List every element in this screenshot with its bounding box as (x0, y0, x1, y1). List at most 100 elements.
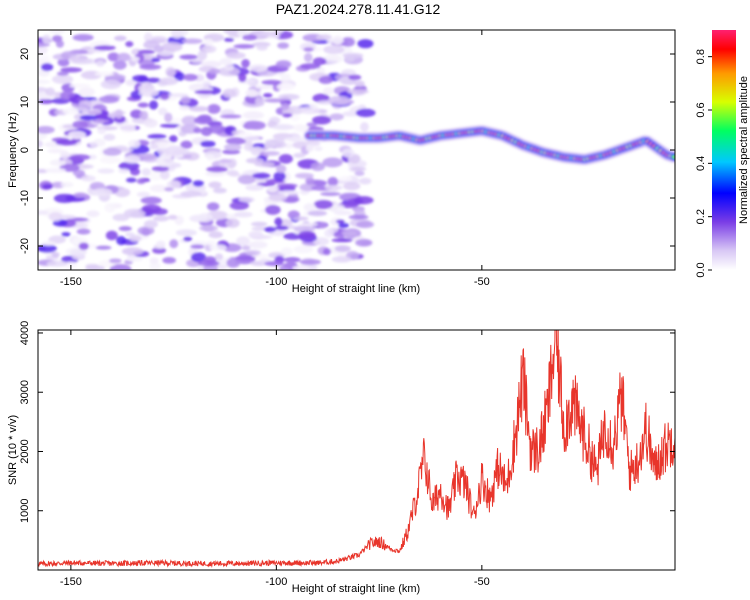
noise-blob (100, 79, 122, 90)
noise-blob (45, 87, 56, 96)
y-tick-label: -20 (19, 238, 31, 254)
noise-blob (245, 249, 261, 256)
noise-blob (340, 37, 356, 47)
snr-series-line (38, 330, 675, 569)
noise-blob (190, 244, 205, 249)
noise-blob (326, 38, 345, 44)
noise-blob (214, 253, 224, 261)
ridge-core (671, 155, 675, 159)
noise-blob (341, 148, 355, 158)
noise-blob (104, 202, 116, 213)
noise-blob (141, 228, 151, 236)
noise-blob (219, 158, 232, 163)
noise-blob (263, 151, 281, 156)
noise-blob (225, 218, 240, 228)
noise-blob (228, 172, 241, 177)
noise-blob (281, 247, 293, 256)
noise-blob (324, 185, 343, 191)
noise-blob (223, 30, 239, 35)
noise-blob (165, 145, 186, 156)
noise-blob (303, 203, 316, 212)
noise-blob (131, 56, 140, 62)
noise-blob (284, 142, 293, 149)
noise-blob (85, 265, 105, 270)
y-tick-label: 1000 (19, 498, 31, 522)
noise-blob (245, 88, 258, 98)
noise-blob (113, 60, 127, 70)
noise-blob (97, 168, 115, 174)
noise-blob (56, 71, 69, 76)
noise-blob (323, 86, 335, 95)
noise-blob (275, 164, 287, 174)
noise-blob (86, 210, 100, 218)
noise-blob (312, 57, 327, 66)
noise-blob (265, 204, 281, 215)
noise-blob (218, 66, 240, 77)
noise-blob (238, 196, 255, 203)
snr-frame (37, 329, 676, 571)
noise-blob (299, 63, 321, 70)
noise-blob (136, 191, 151, 198)
noise-blob (331, 256, 352, 263)
noise-blob (132, 74, 148, 82)
noise-blob (307, 210, 328, 217)
noise-blob (219, 58, 233, 66)
noise-blob (91, 188, 113, 197)
snr-x-label: Height of straight line (km) (292, 583, 420, 595)
noise-blob (208, 68, 221, 75)
noise-blob (72, 120, 89, 129)
noise-blob (201, 45, 217, 54)
noise-blob (287, 225, 297, 230)
noise-blob (199, 224, 219, 232)
noise-blob (38, 98, 54, 104)
noise-blob (205, 240, 216, 246)
colorbar-tick-label: 0.8 (695, 49, 707, 64)
noise-blob (197, 212, 213, 223)
noise-blob (183, 236, 193, 242)
noise-blob (149, 100, 159, 110)
noise-blob (314, 146, 323, 152)
noise-blob (57, 58, 70, 67)
noise-blob (264, 141, 275, 149)
noise-blob (76, 164, 94, 169)
noise-blob (38, 126, 55, 134)
noise-blob (69, 248, 88, 256)
noise-blob (87, 110, 102, 115)
noise-blob (87, 154, 97, 160)
noise-blob (38, 140, 43, 148)
spectrogram-y-label: Frequency (Hz) (7, 112, 19, 188)
noise-blob (206, 153, 215, 161)
noise-blob (273, 171, 286, 182)
noise-blob (169, 239, 179, 249)
noise-blob (46, 260, 68, 267)
noise-blob (318, 75, 333, 85)
noise-blob (45, 167, 66, 174)
noise-blob (224, 63, 235, 72)
noise-blob (194, 89, 215, 95)
noise-blob (151, 57, 161, 63)
noise-blob (155, 156, 175, 167)
noise-blob (168, 214, 178, 220)
noise-blob (320, 191, 341, 197)
noise-blob (181, 115, 198, 126)
noise-blob (347, 89, 369, 95)
noise-blob (327, 176, 339, 187)
noise-blob (103, 133, 116, 141)
noise-blob (356, 220, 375, 229)
noise-blob (159, 123, 182, 128)
noise-blob (143, 32, 153, 42)
noise-blob (105, 230, 118, 241)
noise-blob (76, 223, 89, 229)
noise-blob (49, 159, 67, 166)
noise-blob (179, 105, 190, 111)
noise-blob (225, 137, 246, 145)
noise-blob (107, 52, 120, 62)
colorbar-tick-label: 0.4 (695, 156, 707, 171)
noise-blob (149, 262, 161, 270)
noise-blob (98, 95, 120, 104)
noise-blob (259, 31, 281, 37)
noise-blob (268, 193, 287, 202)
noise-blob (119, 123, 136, 134)
noise-blob (61, 232, 71, 237)
noise-blob (204, 171, 226, 177)
